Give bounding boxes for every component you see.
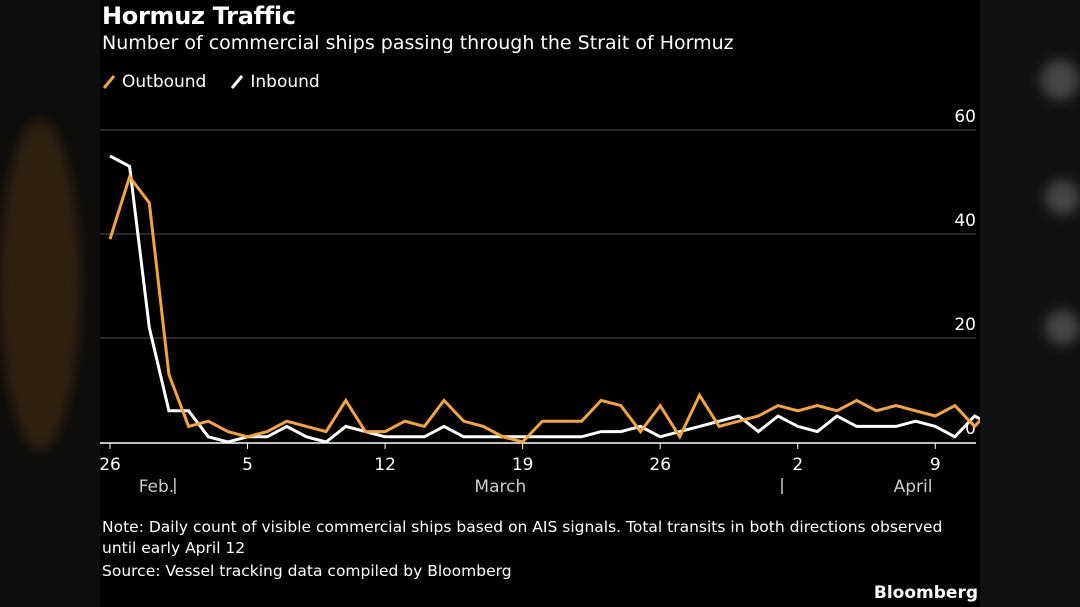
- chart-card: Hormuz Traffic Number of commercial ship…: [100, 0, 980, 607]
- y-tick-label: 40: [954, 211, 976, 231]
- brand-logo: Bloomberg: [873, 583, 978, 603]
- background-panel-left: [0, 0, 100, 607]
- legend: Outbound Inbound: [102, 72, 320, 92]
- legend-label-outbound: Outbound: [122, 72, 207, 92]
- x-tick-label: 26: [649, 455, 671, 475]
- y-tick-label: 60: [954, 107, 976, 127]
- x-tick-label: 26: [100, 455, 121, 475]
- series-line-outbound: [108, 173, 980, 444]
- chart-note: Note: Daily count of visible commercial …: [102, 518, 943, 557]
- chart-source: Source: Vessel tracking data compiled by…: [102, 562, 512, 580]
- background-glow: [1045, 310, 1080, 345]
- background-panel-right: [980, 0, 1080, 607]
- x-tick-label: 5: [242, 455, 253, 475]
- chart-title: Hormuz Traffic: [102, 2, 296, 30]
- line-swatch-icon: [102, 75, 116, 89]
- background-glow: [1045, 180, 1080, 215]
- background-glow: [0, 120, 80, 450]
- line-chart: 0 20 40 60 26 5 12 19 26 2 9 Feb. March April: [100, 107, 980, 497]
- legend-item-outbound: Outbound: [102, 72, 206, 92]
- x-tick-label: 9: [930, 455, 941, 475]
- x-tick-label: 12: [374, 455, 396, 475]
- month-label: April: [894, 477, 933, 497]
- background-glow: [1040, 60, 1080, 100]
- series-line-inbound: [109, 154, 980, 444]
- line-swatch-icon: [231, 75, 244, 89]
- x-tick-label: 2: [792, 455, 803, 475]
- chart-subtitle: Number of commercial ships passing throu…: [102, 32, 734, 54]
- month-label: March: [474, 477, 526, 497]
- y-tick-label: 0: [965, 419, 976, 439]
- y-tick-label: 20: [954, 315, 976, 335]
- month-label: Feb.: [139, 477, 175, 497]
- legend-item-inbound: Inbound: [230, 72, 320, 92]
- legend-label-inbound: Inbound: [250, 72, 320, 92]
- x-tick-label: 19: [512, 455, 534, 475]
